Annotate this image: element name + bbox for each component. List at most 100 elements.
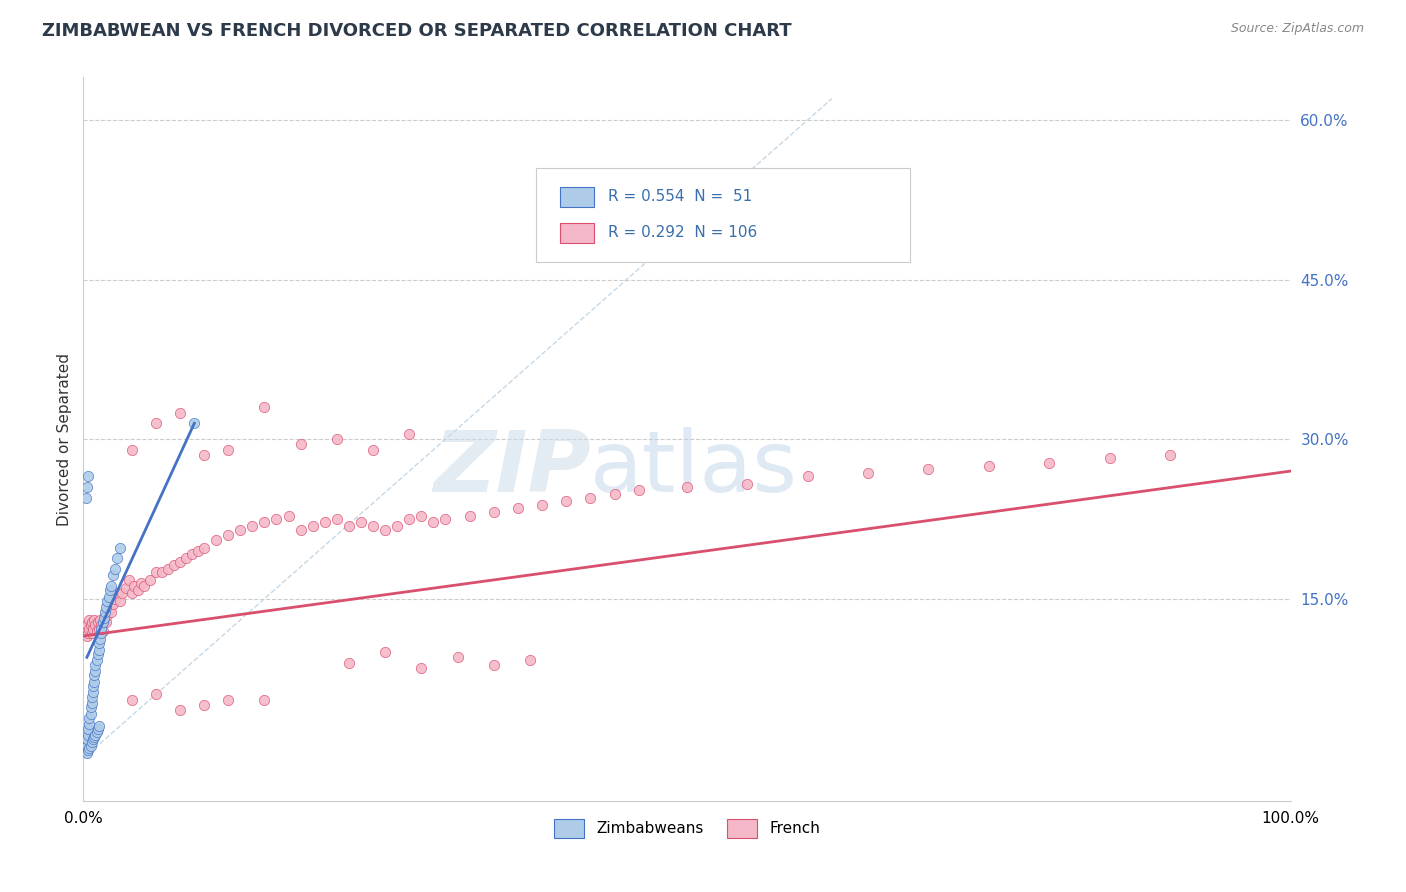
Point <box>205 533 228 548</box>
Point <box>105 586 128 600</box>
Point <box>76 746 98 760</box>
Text: ZIMBABWEAN VS FRENCH DIVORCED OR SEPARATED CORRELATION CHART: ZIMBABWEAN VS FRENCH DIVORCED OR SEPARAT… <box>42 22 792 40</box>
Point <box>90 625 112 640</box>
Point <box>977 458 1000 473</box>
Point <box>145 688 167 702</box>
Point <box>458 508 481 523</box>
Point <box>80 615 103 629</box>
Point <box>253 693 276 707</box>
Point <box>87 722 110 736</box>
Point <box>145 565 167 579</box>
Point <box>411 661 433 675</box>
Point <box>422 515 444 529</box>
Point <box>105 551 128 566</box>
Point <box>187 544 209 558</box>
Point <box>79 739 101 753</box>
Point <box>108 594 131 608</box>
Point <box>76 618 98 632</box>
Point <box>482 657 505 672</box>
Point <box>290 523 312 537</box>
Point <box>100 579 122 593</box>
Point <box>82 622 104 636</box>
Point <box>1159 448 1181 462</box>
Point <box>87 615 110 629</box>
Point <box>193 541 215 555</box>
Point <box>217 693 239 707</box>
Point <box>145 416 167 430</box>
Point <box>603 487 626 501</box>
Point <box>290 437 312 451</box>
Text: R = 0.292  N = 106: R = 0.292 N = 106 <box>609 226 758 241</box>
Point <box>90 622 112 636</box>
Point <box>96 615 118 629</box>
Point <box>80 690 103 704</box>
Text: atlas: atlas <box>591 426 799 509</box>
Point <box>676 480 699 494</box>
Point <box>266 512 288 526</box>
Point <box>80 625 103 640</box>
Point <box>104 591 127 606</box>
Point <box>79 622 101 636</box>
Point <box>86 624 108 638</box>
Point <box>217 442 239 457</box>
Point <box>229 523 252 537</box>
Point <box>138 573 160 587</box>
Point <box>87 647 110 661</box>
Point <box>531 498 554 512</box>
FancyBboxPatch shape <box>560 223 593 244</box>
Point <box>103 568 125 582</box>
Point <box>277 508 299 523</box>
Point <box>94 605 117 619</box>
Text: R = 0.554  N =  51: R = 0.554 N = 51 <box>609 189 752 204</box>
Point <box>82 685 104 699</box>
Point <box>108 541 131 555</box>
FancyBboxPatch shape <box>536 168 910 262</box>
Point <box>94 607 117 622</box>
FancyBboxPatch shape <box>560 186 593 207</box>
Point <box>84 664 107 678</box>
Point <box>253 515 276 529</box>
Point <box>79 717 101 731</box>
Point <box>83 730 105 744</box>
Point <box>75 743 97 757</box>
Point <box>89 613 111 627</box>
Point <box>79 706 101 721</box>
Point <box>76 739 98 753</box>
Point <box>79 711 101 725</box>
Point <box>398 426 420 441</box>
Point <box>361 442 384 457</box>
Point <box>80 696 103 710</box>
Point <box>434 512 457 526</box>
Point <box>506 501 529 516</box>
Point <box>169 406 191 420</box>
Point <box>337 519 360 533</box>
Point <box>482 504 505 518</box>
Point <box>193 698 215 713</box>
Point <box>79 613 101 627</box>
Point <box>181 547 204 561</box>
Point <box>156 562 179 576</box>
Point <box>555 494 578 508</box>
Point <box>385 519 408 533</box>
Point <box>446 650 468 665</box>
Point <box>100 605 122 619</box>
Point <box>519 653 541 667</box>
Point <box>374 523 396 537</box>
Point <box>98 597 121 611</box>
Point <box>183 416 205 430</box>
Point <box>86 724 108 739</box>
Point <box>87 622 110 636</box>
Point <box>79 700 101 714</box>
Point <box>163 558 186 572</box>
Point <box>737 476 759 491</box>
Point <box>82 679 104 693</box>
Point <box>76 480 98 494</box>
Point <box>169 703 191 717</box>
Point <box>80 735 103 749</box>
Point <box>398 512 420 526</box>
Point <box>1038 456 1060 470</box>
Point <box>127 583 149 598</box>
Point <box>103 597 125 611</box>
Point <box>82 732 104 747</box>
Text: ZIP: ZIP <box>433 426 591 509</box>
